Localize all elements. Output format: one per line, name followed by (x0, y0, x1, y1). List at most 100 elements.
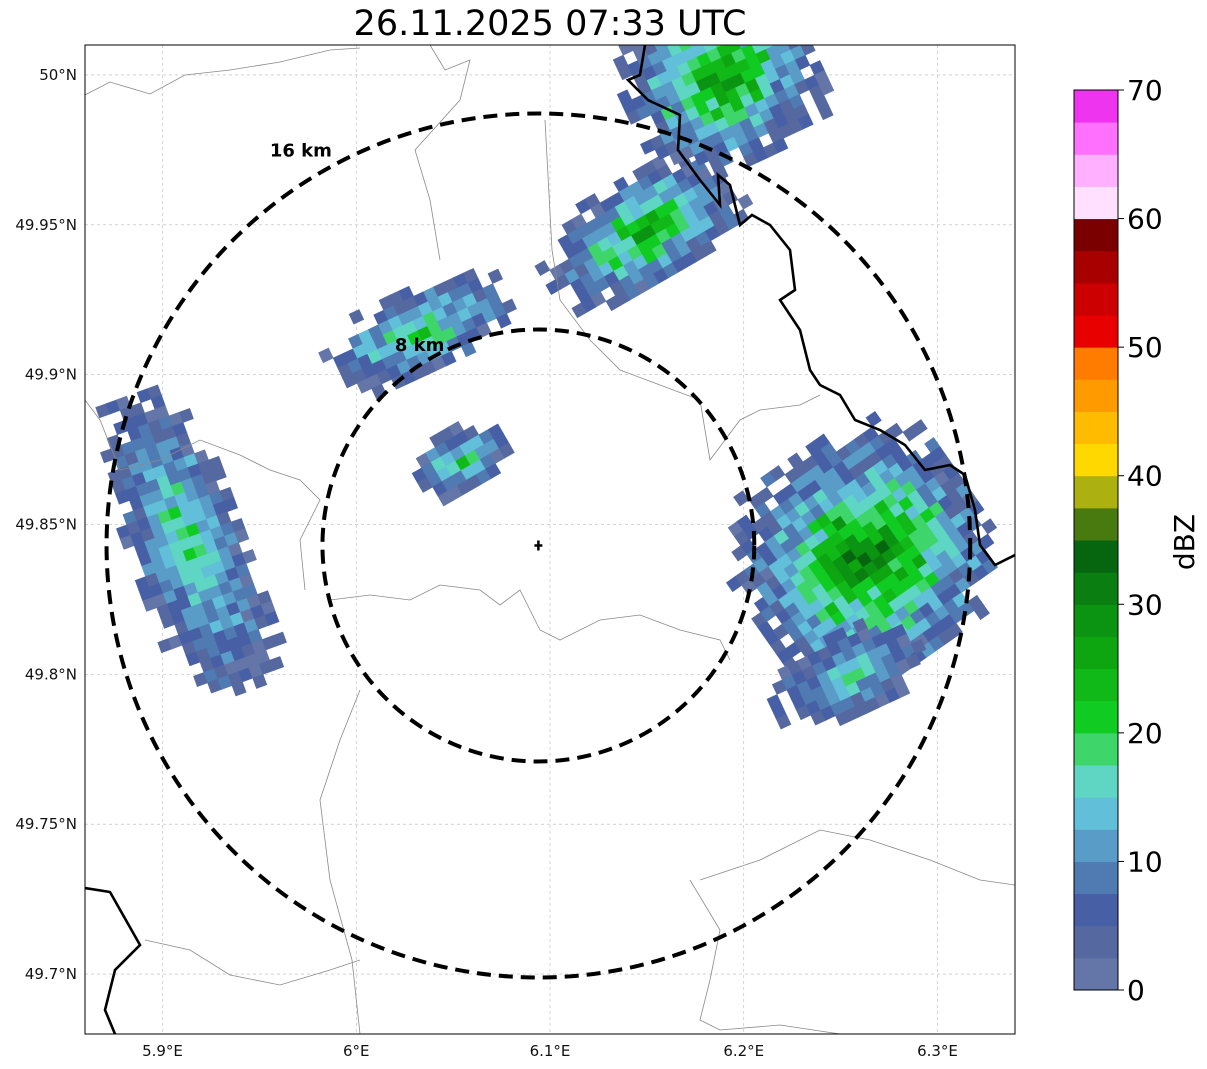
echo-pixel (457, 307, 473, 323)
echo-pixel (836, 661, 852, 677)
colorbar-swatch (1074, 765, 1118, 798)
echo-pixel (138, 457, 154, 473)
echo-pixel (769, 465, 786, 482)
echo-pixel (732, 0, 747, 14)
echo-pixel (875, 667, 892, 683)
echo-pixel (377, 319, 394, 336)
echo-pixel (729, 97, 746, 113)
range-ring (104, 111, 973, 980)
colorbar-swatch (1074, 957, 1118, 991)
echo-pixel (696, 52, 712, 68)
regional-boundary (544, 119, 821, 461)
echo-pixel (695, 76, 712, 93)
echo-pixel (845, 681, 862, 697)
echo-pixel (694, 125, 710, 142)
echo-pixel (813, 94, 829, 111)
echo-pixel (617, 64, 633, 81)
echo-pixel (149, 488, 165, 504)
echo-pixel (197, 588, 213, 604)
echo-pixel (257, 590, 272, 606)
echo-pixel (722, 28, 737, 43)
echo-pixel (145, 443, 161, 459)
lon-tick-label: 6°E (343, 1042, 370, 1060)
echo-pixel (392, 325, 408, 341)
echo-pixel (621, 99, 637, 115)
echo-pixel (642, 65, 658, 81)
echo-pixel (876, 642, 892, 659)
echo-pixel (146, 384, 162, 400)
echo-pixel (860, 686, 876, 703)
echo-pixel (140, 527, 156, 543)
echo-pixel (130, 402, 145, 418)
echo-pixel (852, 617, 868, 634)
regional-boundary (414, 45, 471, 261)
range-ring-label: 8 km (395, 335, 445, 356)
echo-pixel (223, 626, 239, 641)
range-rings: 8 km 16 km (104, 111, 973, 980)
echo-pixel (209, 619, 224, 635)
echo-pixel (186, 557, 202, 573)
echo-pixel (220, 521, 236, 537)
echo-pixel (234, 528, 250, 544)
echo-pixel (762, 142, 779, 158)
echo-pixel (352, 343, 369, 360)
echo-pixel (826, 666, 842, 682)
echo-pixel (720, 77, 736, 93)
lon-tick-label: 5.9°E (142, 1042, 183, 1060)
echo-pixel (870, 682, 886, 698)
echo-pixel (123, 416, 139, 432)
echo-pixel (254, 614, 270, 630)
echo-pixel (196, 553, 212, 569)
echo-pixel (880, 652, 897, 669)
echo-pixel (795, 704, 812, 721)
lon-tick-label: 6.1°E (530, 1042, 571, 1060)
echo-pixel (797, 655, 813, 671)
echo-pixel (681, 71, 697, 87)
echo-pixel (807, 650, 823, 667)
echo-pixel (421, 335, 438, 352)
echo-pixel (809, 60, 825, 76)
echo-pixel (766, 694, 783, 710)
echo-pixel (724, 111, 740, 128)
echo-pixel (738, 141, 754, 158)
echo-pixel (238, 667, 254, 683)
echo-pixel (715, 67, 732, 83)
colorbar-swatch (1074, 122, 1118, 155)
echo-pixel (179, 442, 195, 458)
echo-pixel (120, 440, 136, 456)
echo-pixel (749, 112, 765, 129)
echo-pixel (107, 469, 123, 484)
echo-pixel (731, 48, 747, 64)
echo-pixel (636, 104, 652, 121)
echo-pixel (811, 685, 827, 701)
echo-pixel (482, 283, 498, 299)
echo-pixel (378, 295, 395, 311)
echo-pixel (192, 508, 208, 524)
echo-cell (411, 420, 515, 507)
colorbar-tick-label: 20 (1127, 717, 1163, 750)
echo-pixel (749, 88, 766, 104)
echo-pixel (388, 290, 405, 306)
echo-pixel (144, 408, 160, 424)
echo-pixel (382, 329, 399, 346)
echo-pixel (160, 485, 176, 500)
echo-pixel (158, 544, 174, 560)
echo-pixel (145, 572, 161, 588)
echo-pixel (756, 24, 771, 39)
echo-pixel (217, 674, 233, 690)
echo-pixel (707, 23, 722, 38)
echo-pixel (774, 88, 790, 105)
echo-pixel (206, 515, 222, 531)
echo-pixel (759, 83, 776, 99)
echo-pixel (788, 118, 804, 135)
echo-pixel (786, 684, 802, 701)
echo-pixel (764, 68, 781, 85)
echo-pixel (165, 564, 181, 580)
echo-pixel (616, 89, 633, 105)
regional-boundary (699, 829, 1015, 886)
echo-pixel (693, 150, 710, 166)
echo-pixel (817, 646, 833, 662)
echo-pixel (181, 641, 197, 656)
echo-pixel (742, 0, 757, 10)
echo-pixel (210, 654, 225, 670)
